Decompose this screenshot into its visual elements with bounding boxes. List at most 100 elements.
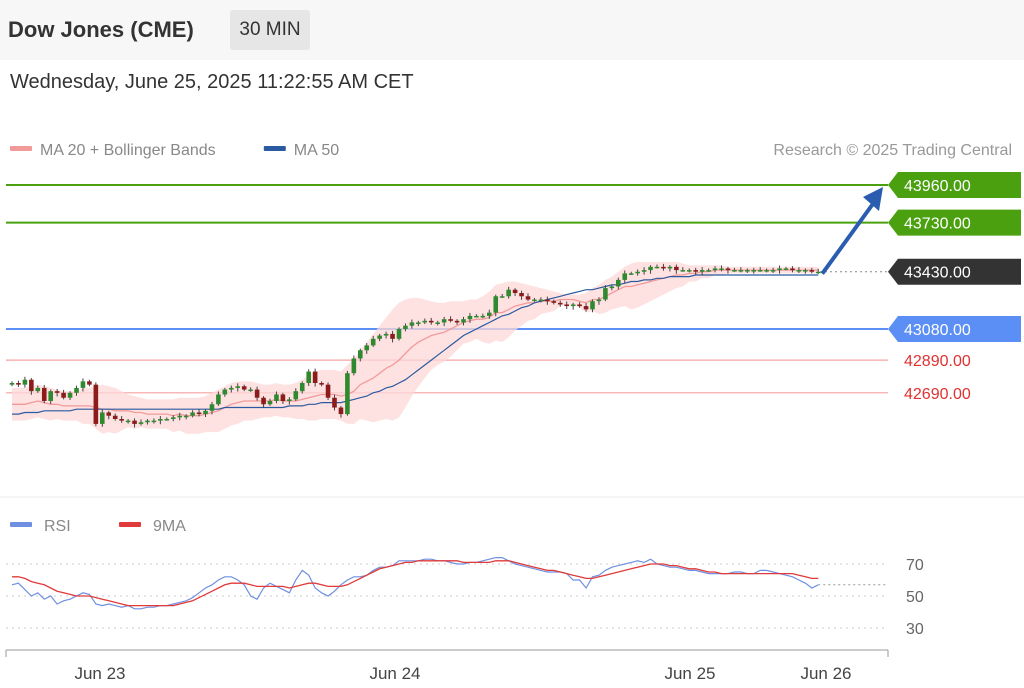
candle: [235, 383, 241, 392]
candle-body: [229, 387, 234, 390]
candle-body: [796, 270, 802, 272]
candle-body: [738, 270, 744, 272]
candle: [519, 290, 524, 300]
candle-body: [351, 358, 357, 374]
candle-body: [54, 391, 60, 393]
candle-body: [577, 304, 582, 307]
candle: [241, 384, 247, 392]
candle-body: [467, 315, 473, 320]
candle-body: [61, 392, 66, 398]
candle-body: [641, 270, 647, 272]
candle-body: [519, 293, 524, 297]
candle: [390, 330, 395, 343]
price-tag-bg: [888, 209, 1021, 236]
candle: [35, 385, 41, 393]
candle-body: [603, 288, 608, 300]
candle-body: [512, 289, 518, 293]
candle: [454, 319, 460, 325]
candle-body: [222, 389, 228, 395]
candle-body: [383, 333, 389, 336]
candle: [409, 319, 415, 329]
interval-button[interactable]: 30 MIN: [230, 10, 310, 50]
rsi-legend-item: RSI: [10, 518, 71, 535]
candle: [29, 378, 34, 395]
candle: [119, 416, 124, 423]
candle-body: [551, 301, 557, 303]
candle: [777, 265, 782, 274]
candle-body: [190, 412, 195, 416]
candle: [48, 389, 53, 404]
candle: [557, 300, 563, 307]
candle: [229, 385, 234, 393]
rsi-ma-line: [12, 560, 819, 607]
candle-body: [777, 268, 782, 271]
candle: [177, 412, 182, 421]
candle: [654, 264, 660, 269]
candle: [216, 391, 221, 406]
candle: [719, 265, 724, 272]
candle: [267, 398, 273, 406]
x-tick-label: Jun 24: [369, 664, 420, 683]
candle: [796, 267, 802, 274]
rsi-legend-item: 9MA: [119, 518, 186, 535]
legend-swatch: [263, 146, 286, 151]
candle: [480, 313, 486, 319]
candle: [461, 316, 466, 326]
candle-body: [725, 268, 731, 271]
candle-body: [287, 399, 292, 401]
candle-body: [29, 379, 34, 392]
price-tag: 43730.00: [888, 209, 1021, 236]
candle-body: [183, 415, 189, 418]
candle: [351, 355, 357, 376]
candle: [190, 410, 195, 418]
candle-body: [274, 394, 279, 401]
legend-label: MA 20 + Bollinger Bands: [40, 142, 216, 159]
candle: [467, 312, 473, 323]
candle-body: [125, 420, 131, 423]
candle: [132, 418, 137, 428]
candle-body: [235, 386, 241, 388]
candle: [100, 409, 105, 427]
candle-body: [312, 371, 318, 383]
candle-body: [783, 268, 789, 270]
candle-body: [525, 296, 531, 300]
candle: [532, 297, 537, 302]
candle-body: [409, 322, 415, 326]
candle: [538, 297, 544, 303]
candle: [815, 268, 821, 275]
candle: [474, 314, 479, 318]
candle-body: [680, 270, 686, 272]
candle: [583, 303, 589, 312]
candle: [61, 389, 66, 400]
candle-body: [132, 420, 137, 424]
candle: [751, 267, 757, 274]
candle-body: [151, 420, 157, 423]
candle: [628, 271, 634, 275]
candle: [280, 392, 286, 404]
candle: [74, 385, 79, 396]
candle-body: [332, 397, 337, 408]
candle-body: [9, 383, 15, 385]
candle-body: [377, 335, 382, 339]
candle-body: [177, 415, 182, 418]
candle: [564, 301, 569, 310]
candle-body: [570, 304, 576, 307]
candle-body: [654, 266, 660, 269]
candle-body: [506, 289, 511, 297]
ma20-line: [12, 269, 819, 417]
candle-body: [745, 270, 750, 272]
candle-body: [306, 371, 311, 383]
candle-body: [751, 270, 757, 272]
candle-body: [635, 271, 640, 274]
candle: [358, 348, 363, 362]
candle: [577, 302, 582, 308]
candle-body: [583, 306, 589, 310]
candle-body: [815, 271, 821, 274]
candle-body: [648, 266, 653, 271]
candle-body: [693, 270, 698, 272]
candle: [261, 396, 266, 408]
candle: [170, 415, 176, 422]
candle: [203, 409, 208, 418]
legend-swatch: [10, 146, 32, 151]
